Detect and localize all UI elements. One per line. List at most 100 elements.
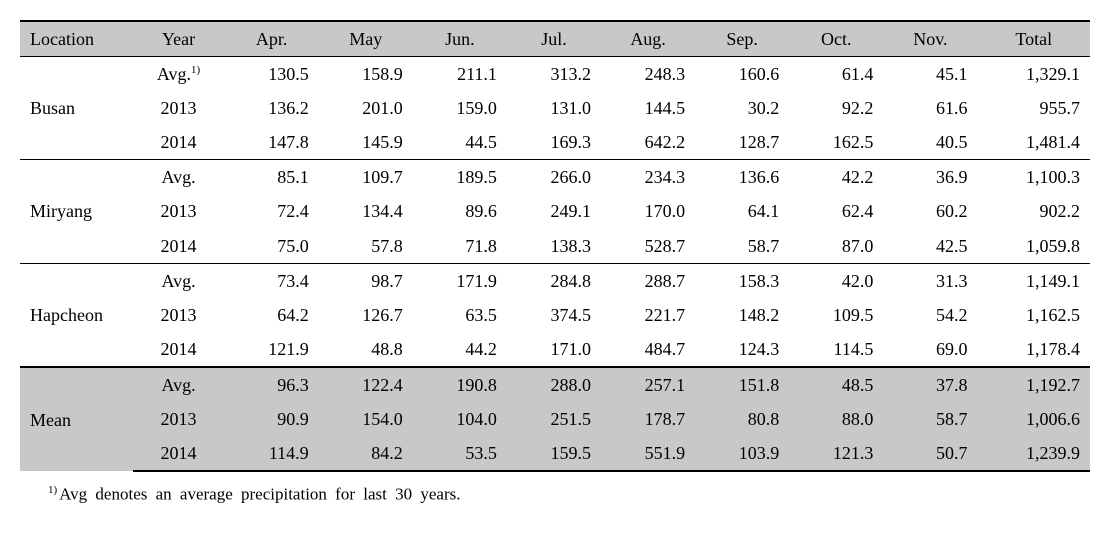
- value-cell: 374.5: [507, 298, 601, 332]
- value-cell: 249.1: [507, 194, 601, 228]
- year-cell: 2014: [133, 436, 225, 471]
- value-cell: 171.0: [507, 332, 601, 367]
- value-cell: 85.1: [225, 160, 319, 195]
- value-cell: 58.7: [695, 229, 789, 264]
- total-cell: 1,006.6: [977, 402, 1090, 436]
- value-cell: 73.4: [225, 263, 319, 298]
- value-cell: 42.5: [883, 229, 977, 264]
- value-cell: 109.7: [319, 160, 413, 195]
- footnote: 1)Avg denotes an average precipitation f…: [20, 484, 1094, 505]
- value-cell: 147.8: [225, 125, 319, 160]
- value-cell: 160.6: [695, 57, 789, 92]
- value-cell: 138.3: [507, 229, 601, 264]
- table-row: 2014121.948.844.2171.0484.7124.3114.569.…: [20, 332, 1090, 367]
- value-cell: 122.4: [319, 367, 413, 402]
- value-cell: 48.5: [789, 367, 883, 402]
- value-cell: 60.2: [883, 194, 977, 228]
- year-cell: Avg.: [133, 263, 225, 298]
- value-cell: 64.1: [695, 194, 789, 228]
- value-cell: 63.5: [413, 298, 507, 332]
- value-cell: 130.5: [225, 57, 319, 92]
- total-cell: 1,239.9: [977, 436, 1090, 471]
- value-cell: 158.3: [695, 263, 789, 298]
- col-month-6: Oct.: [789, 21, 883, 57]
- col-month-1: May: [319, 21, 413, 57]
- value-cell: 98.7: [319, 263, 413, 298]
- precipitation-table: LocationYearApr.MayJun.Jul.Aug.Sep.Oct.N…: [20, 20, 1090, 472]
- total-cell: 955.7: [977, 91, 1090, 125]
- value-cell: 88.0: [789, 402, 883, 436]
- value-cell: 64.2: [225, 298, 319, 332]
- value-cell: 190.8: [413, 367, 507, 402]
- year-cell: Avg.: [133, 160, 225, 195]
- value-cell: 145.9: [319, 125, 413, 160]
- value-cell: 121.3: [789, 436, 883, 471]
- year-cell: 2013: [133, 194, 225, 228]
- table-row: MiryangAvg.85.1109.7189.5266.0234.3136.6…: [20, 160, 1090, 195]
- value-cell: 57.8: [319, 229, 413, 264]
- value-cell: 45.1: [883, 57, 977, 92]
- location-cell: Hapcheon: [20, 263, 133, 367]
- value-cell: 48.8: [319, 332, 413, 367]
- location-cell: Miryang: [20, 160, 133, 263]
- table-row: 2014147.8145.944.5169.3642.2128.7162.540…: [20, 125, 1090, 160]
- value-cell: 44.5: [413, 125, 507, 160]
- value-cell: 134.4: [319, 194, 413, 228]
- value-cell: 44.2: [413, 332, 507, 367]
- value-cell: 266.0: [507, 160, 601, 195]
- table-row: BusanAvg.1)130.5158.9211.1313.2248.3160.…: [20, 57, 1090, 92]
- col-month-2: Jun.: [413, 21, 507, 57]
- table-header: LocationYearApr.MayJun.Jul.Aug.Sep.Oct.N…: [20, 21, 1090, 57]
- value-cell: 58.7: [883, 402, 977, 436]
- year-cell: 2014: [133, 229, 225, 264]
- value-cell: 148.2: [695, 298, 789, 332]
- footnote-text: Avg denotes an average precipitation for…: [59, 485, 460, 504]
- value-cell: 528.7: [601, 229, 695, 264]
- value-cell: 234.3: [601, 160, 695, 195]
- col-month-0: Apr.: [225, 21, 319, 57]
- total-cell: 1,059.8: [977, 229, 1090, 264]
- value-cell: 211.1: [413, 57, 507, 92]
- value-cell: 251.5: [507, 402, 601, 436]
- value-cell: 136.2: [225, 91, 319, 125]
- value-cell: 42.0: [789, 263, 883, 298]
- value-cell: 54.2: [883, 298, 977, 332]
- table-row: 201475.057.871.8138.3528.758.787.042.51,…: [20, 229, 1090, 264]
- value-cell: 71.8: [413, 229, 507, 264]
- value-cell: 75.0: [225, 229, 319, 264]
- value-cell: 642.2: [601, 125, 695, 160]
- table-body: BusanAvg.1)130.5158.9211.1313.2248.3160.…: [20, 57, 1090, 472]
- value-cell: 158.9: [319, 57, 413, 92]
- total-cell: 902.2: [977, 194, 1090, 228]
- value-cell: 288.0: [507, 367, 601, 402]
- year-cell: 2014: [133, 332, 225, 367]
- value-cell: 170.0: [601, 194, 695, 228]
- table-row: 2014114.984.253.5159.5551.9103.9121.350.…: [20, 436, 1090, 471]
- year-cell: Avg.: [133, 367, 225, 402]
- col-year: Year: [133, 21, 225, 57]
- value-cell: 114.9: [225, 436, 319, 471]
- value-cell: 221.7: [601, 298, 695, 332]
- total-cell: 1,100.3: [977, 160, 1090, 195]
- value-cell: 80.8: [695, 402, 789, 436]
- value-cell: 96.3: [225, 367, 319, 402]
- value-cell: 87.0: [789, 229, 883, 264]
- value-cell: 257.1: [601, 367, 695, 402]
- table-row: 201372.4134.489.6249.1170.064.162.460.29…: [20, 194, 1090, 228]
- col-month-5: Sep.: [695, 21, 789, 57]
- value-cell: 124.3: [695, 332, 789, 367]
- value-cell: 92.2: [789, 91, 883, 125]
- value-cell: 126.7: [319, 298, 413, 332]
- value-cell: 89.6: [413, 194, 507, 228]
- total-cell: 1,192.7: [977, 367, 1090, 402]
- value-cell: 128.7: [695, 125, 789, 160]
- value-cell: 114.5: [789, 332, 883, 367]
- value-cell: 90.9: [225, 402, 319, 436]
- value-cell: 248.3: [601, 57, 695, 92]
- total-cell: 1,329.1: [977, 57, 1090, 92]
- value-cell: 189.5: [413, 160, 507, 195]
- value-cell: 144.5: [601, 91, 695, 125]
- year-cell: Avg.1): [133, 57, 225, 92]
- total-cell: 1,149.1: [977, 263, 1090, 298]
- value-cell: 42.2: [789, 160, 883, 195]
